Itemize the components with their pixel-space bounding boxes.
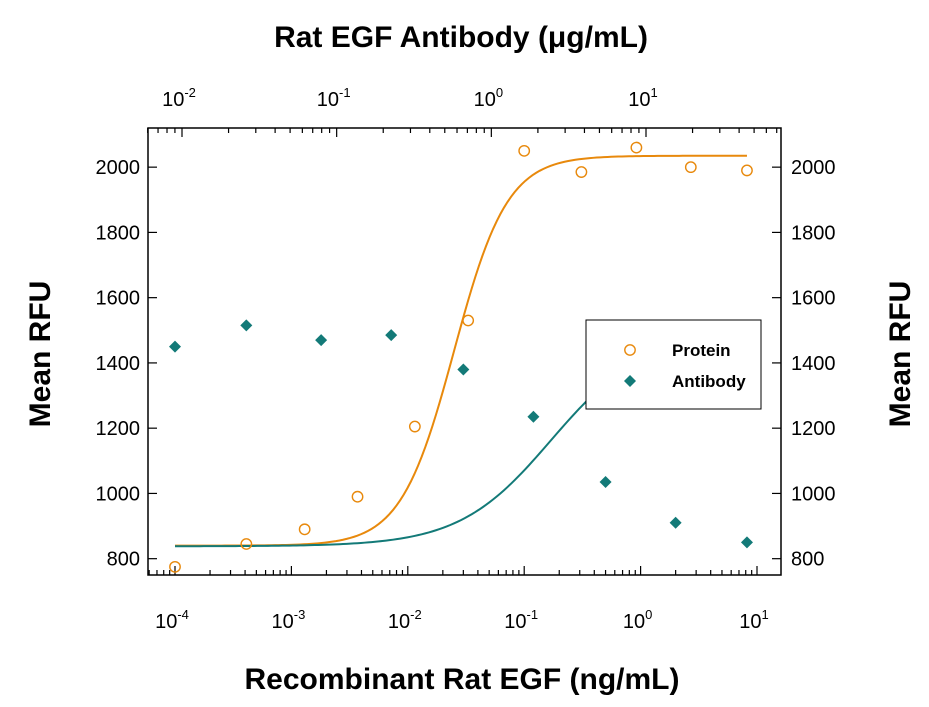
data-point-antibody <box>599 476 612 489</box>
x-tick-label: 10-2 <box>388 607 422 633</box>
top-axis-title: Rat EGF Antibody (μg/mL) <box>274 21 648 54</box>
x-tick-label: 100 <box>623 607 652 633</box>
y-tick-label-right: 1800 <box>791 222 836 244</box>
data-point-protein <box>684 161 697 174</box>
data-point-protein <box>298 523 311 536</box>
legend-antibody-label: Antibody <box>672 372 746 391</box>
data-point-protein <box>408 420 421 433</box>
data-points <box>169 141 753 573</box>
top-tick-label: 101 <box>628 85 657 111</box>
y-tick-label: 1600 <box>96 288 141 310</box>
data-point-protein <box>169 560 181 573</box>
y-tick-label-right: 1400 <box>791 353 836 375</box>
y-tick-label-right: 2000 <box>791 157 836 179</box>
y-tick-label: 800 <box>107 549 140 571</box>
data-point-protein <box>741 164 753 177</box>
legend-box <box>585 319 762 410</box>
data-point-protein <box>462 314 475 327</box>
data-point-protein <box>351 490 364 503</box>
y-tick-label-right: 800 <box>791 549 824 571</box>
x-tick-label: 101 <box>739 607 768 633</box>
x-tick-label: 10-3 <box>271 607 305 633</box>
y-axis-title-right: Mean RFU <box>884 281 917 428</box>
x-axis-title: Recombinant Rat EGF (ng/mL) <box>245 663 680 696</box>
data-point-antibody <box>527 410 540 423</box>
data-point-antibody <box>740 536 753 549</box>
y-tick-label-right: 1600 <box>791 288 836 310</box>
plot-area <box>147 127 782 576</box>
data-point-protein <box>240 538 253 550</box>
data-point-antibody <box>169 340 181 353</box>
data-point-antibody <box>457 363 470 376</box>
data-point-antibody <box>240 319 253 332</box>
y-tick-label-right: 1000 <box>791 483 836 505</box>
data-point-antibody <box>385 329 398 342</box>
y-tick-label: 2000 <box>96 157 141 179</box>
legend-protein-marker <box>624 344 636 356</box>
legend: Protein Antibody <box>585 319 762 410</box>
top-tick-label: 100 <box>474 85 503 111</box>
data-point-protein <box>630 141 643 154</box>
y-tick-label: 1000 <box>96 483 141 505</box>
axes-ticks: 10-4 10-3 10-2 10-1 100 101 10-2 10-1 100 101 800 8… <box>96 85 836 633</box>
y-axis-title: Mean RFU <box>24 281 57 428</box>
data-point-antibody <box>315 334 328 347</box>
top-tick-label: 10-1 <box>317 85 351 111</box>
y-tick-label: 1200 <box>96 418 141 440</box>
top-tick-label: 10-2 <box>162 85 196 111</box>
x-tick-label: 10-1 <box>504 607 538 633</box>
x-tick-label: 10-4 <box>155 607 189 633</box>
y-tick-label: 1800 <box>96 222 141 244</box>
legend-antibody-marker <box>624 375 636 387</box>
data-point-protein <box>575 166 588 178</box>
data-point-antibody <box>669 516 682 529</box>
data-point-protein <box>518 144 531 157</box>
legend-protein-label: Protein <box>672 341 731 360</box>
y-tick-label: 1400 <box>96 353 141 375</box>
y-tick-label-right: 1200 <box>791 418 836 440</box>
